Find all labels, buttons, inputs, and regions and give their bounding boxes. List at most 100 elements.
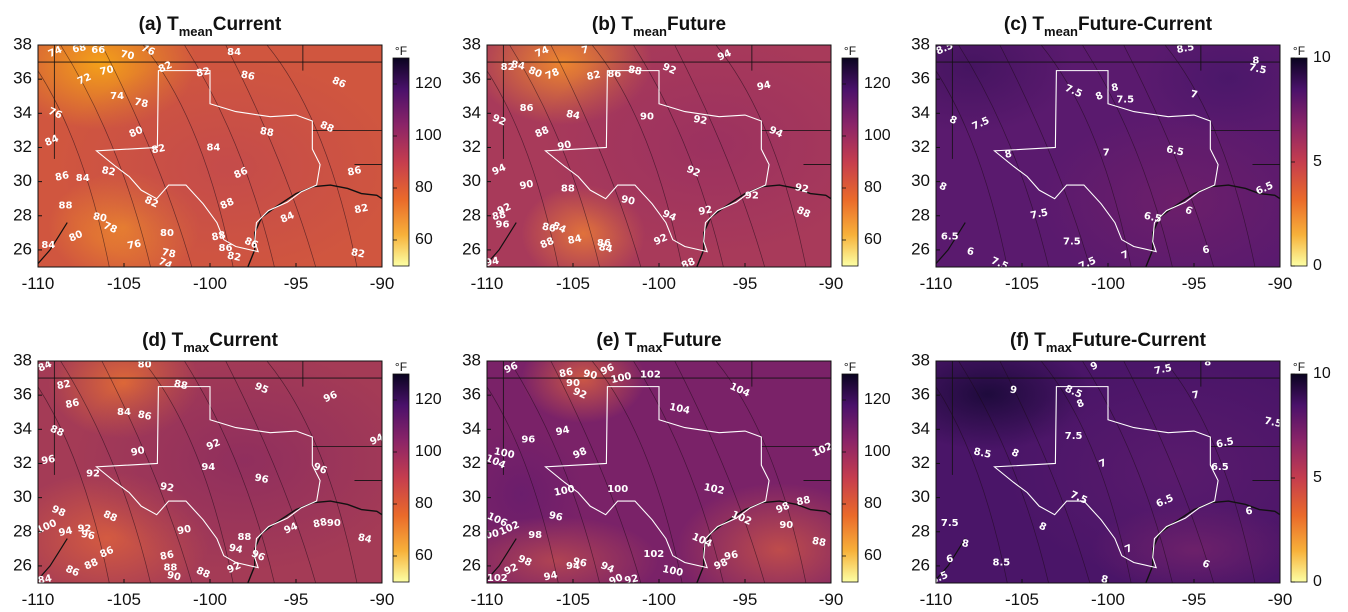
panel-title: (b) TmeanFuture	[592, 14, 726, 39]
contour-label: 96	[496, 219, 510, 230]
colorbar-tick-label: 100	[415, 127, 442, 144]
contour-label: 86	[242, 236, 259, 252]
contour-label: 98	[774, 500, 791, 516]
contour-label: 86	[240, 69, 256, 83]
contour-label: 88	[312, 517, 328, 531]
contour-label: 7	[1123, 543, 1134, 556]
y-tick-label: 36	[13, 69, 32, 88]
contour-label: 74	[156, 256, 173, 272]
contour-label: 90	[176, 524, 192, 538]
title-prefix: (b) T	[592, 14, 634, 35]
contour-label: 8	[1252, 55, 1259, 66]
contour-label: 90	[519, 179, 535, 193]
y-tick-label: 32	[911, 453, 930, 472]
contour-label: 92	[86, 469, 100, 480]
contour-label: 88	[101, 509, 118, 525]
y-tick-label: 30	[462, 171, 481, 190]
y-tick-label: 36	[911, 69, 930, 88]
panel-title: (d) TmaxCurrent	[142, 330, 278, 355]
y-tick-label: 28	[462, 521, 481, 540]
contour-line	[184, 361, 275, 583]
contour-label: 102	[643, 549, 664, 560]
y-tick-label: 26	[13, 555, 32, 574]
contour-line	[487, 70, 559, 267]
contour-line	[38, 70, 110, 267]
colorbar-unit: °F	[844, 360, 856, 374]
y-tick-label: 32	[462, 137, 481, 156]
contour-label: 8	[937, 181, 948, 194]
x-tick-label: -105	[1005, 590, 1039, 609]
contour-label: 92	[624, 573, 640, 587]
title-suffix: Current	[209, 330, 278, 351]
contour-line	[1040, 45, 1132, 267]
contour-label: 88	[795, 205, 812, 221]
texas-outline	[95, 70, 321, 253]
contour-label: 102	[703, 482, 726, 497]
colorbar-gradient	[841, 57, 859, 267]
y-tick-label: 30	[462, 487, 481, 506]
contour-label: 78	[161, 247, 177, 261]
contour-label: 94	[484, 256, 500, 270]
contour-label: 96	[322, 389, 339, 405]
colorbar-tick-label: 100	[864, 127, 891, 144]
contour-label: 7	[1191, 390, 1200, 402]
contour-label: 98	[571, 446, 588, 462]
contour-label: 70	[99, 64, 115, 78]
contour-line	[266, 45, 358, 267]
contour-label: 102	[640, 370, 661, 381]
contour-label: 92	[226, 560, 243, 576]
contour-line	[1164, 361, 1256, 583]
x-tick-label: -100	[642, 590, 676, 609]
contour-label: 6.5	[1211, 462, 1229, 473]
title-subscript: max	[1046, 340, 1073, 355]
contour-label: 90	[620, 194, 636, 208]
contour-line	[509, 45, 600, 267]
contour-label: 86	[597, 238, 611, 249]
contour-label: 8	[1100, 574, 1109, 586]
contour-label: 90	[566, 378, 580, 389]
contour-label: 92	[205, 437, 222, 453]
contour-label: 78	[133, 97, 149, 111]
panel-title: (c) TmeanFuture-Current	[1004, 14, 1213, 39]
title-suffix: Future-Current	[1078, 14, 1213, 35]
contour-line	[633, 45, 724, 267]
contour-label: 74	[110, 91, 124, 102]
contour-label: 100	[493, 446, 516, 461]
colorbar-tick-label: 5	[1313, 153, 1322, 170]
contour-label: 6	[945, 553, 954, 565]
contour-label: 92	[159, 481, 175, 495]
contour-label: 7.5	[989, 255, 1010, 272]
contour-label: 66	[91, 45, 105, 56]
contour-label: 100	[610, 371, 633, 386]
contour-label: 84	[279, 210, 296, 226]
contour-label: 88	[259, 126, 275, 140]
contour-label: 80	[67, 229, 84, 245]
contour-label: 94	[491, 162, 508, 178]
contour-label: 74	[47, 44, 64, 60]
contour-label: 7	[1103, 148, 1110, 159]
contour-label: 78	[544, 67, 561, 83]
colorbar: °F 0 5 10	[1290, 360, 1331, 590]
contour-label: 82	[143, 195, 160, 211]
contour-line	[936, 386, 1008, 583]
contour-label: 94	[368, 432, 385, 448]
contour-label: 84	[76, 173, 90, 184]
contour-line	[225, 361, 317, 583]
contour-line	[509, 361, 600, 583]
coastline	[38, 222, 68, 264]
colorbar-tick-label: 100	[415, 443, 442, 460]
contour-label: 84	[357, 532, 373, 546]
contour-label: 8	[961, 538, 970, 550]
contour-line	[674, 45, 766, 267]
contour-line	[60, 45, 151, 267]
contour-label: 96	[80, 529, 96, 543]
colorbar-gradient	[841, 373, 859, 583]
contour-label: 88	[194, 565, 211, 581]
contour-label: 8.5	[973, 446, 993, 460]
contour-label: 86	[65, 397, 81, 411]
contour-label: 6.5	[1143, 211, 1163, 225]
contour-label: 84	[510, 59, 526, 73]
